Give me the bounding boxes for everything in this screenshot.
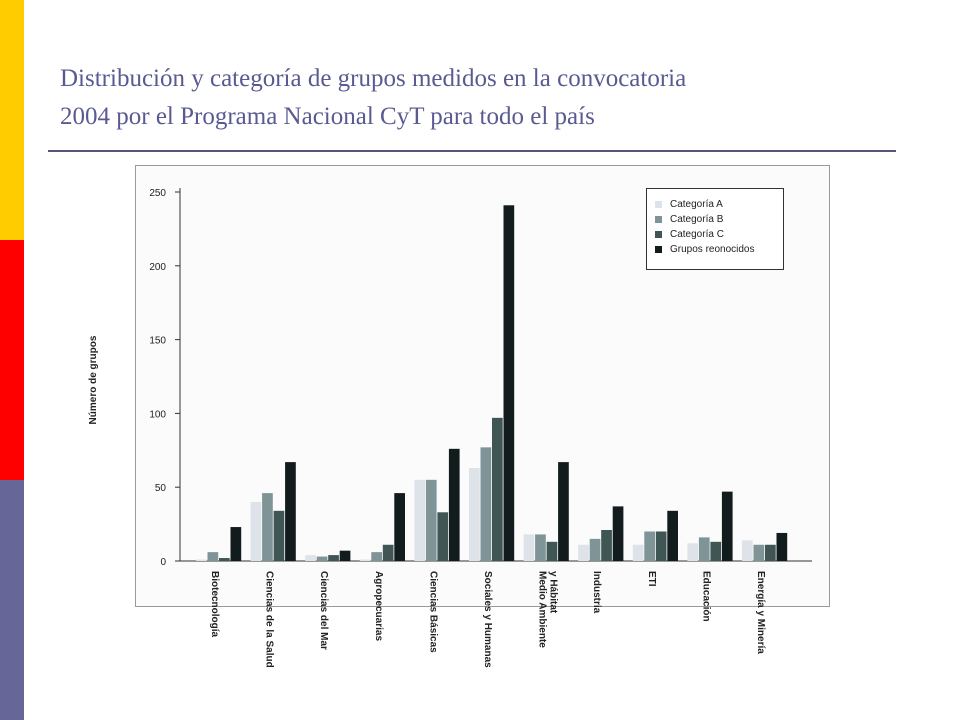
y-tick-label-100: 100 [149,409,166,420]
bar-8-series-2 [656,531,667,561]
y-tick-label-0: 0 [160,557,166,568]
bar-4-series-3 [449,449,460,561]
bar-7-series-1 [590,539,601,561]
x-tick-label-1: Ciencias de la Salud [264,571,275,668]
bar-1-series-1 [262,493,273,561]
bar-3-series-1 [371,552,382,561]
legend-item-grupos-reconocidos: Grupos reonocidos [655,243,755,255]
x-tick-label-8: ETI [646,571,657,587]
legend-swatch-categoria-b [655,216,662,223]
bar-4-series-2 [437,512,448,561]
x-tick-label-7: Industria [591,571,602,614]
x-tick-label-6-line-1: y Hábitat [548,571,559,614]
x-tick-label-10: Energía y Minería [755,571,766,654]
bar-10-series-0 [742,540,753,561]
bar-5-series-2 [492,418,503,561]
bar-6-series-2 [547,542,558,561]
bar-10-series-1 [754,545,765,561]
bar-5-series-3 [504,205,515,561]
x-tick-label-2: Ciencias del Mar [318,571,329,650]
bar-6-series-0 [524,534,535,561]
y-tick-label-250: 250 [149,188,166,199]
legend-swatch-categoria-a [655,201,662,208]
legend-label-categoria-a: Categoría A [670,199,723,210]
bar-5-series-1 [481,447,492,561]
chart-legend: Categoría A Categoría B Categoría C Grup… [646,188,784,270]
legend-item-categoria-b: Categoría B [655,213,723,225]
bar-4-series-0 [414,480,425,561]
bar-9-series-1 [699,537,710,561]
x-tick-label-9: Educación [700,571,711,622]
legend-label-categoria-b: Categoría B [670,214,723,225]
legend-item-categoria-a: Categoría A [655,198,723,210]
y-axis-label: Número de grupos [88,335,99,424]
legend-swatch-categoria-c [655,231,662,238]
bar-6-series-1 [535,534,546,561]
legend-label-grupos-reconocidos: Grupos reonocidos [670,244,755,255]
bar-1-series-2 [274,511,285,561]
y-tick-label-200: 200 [149,262,166,273]
bar-2-series-3 [340,551,351,561]
legend-swatch-grupos-reconocidos [655,246,662,253]
bar-0-series-2 [219,558,230,561]
bar-9-series-0 [687,543,698,561]
bar-9-series-3 [722,492,733,561]
y-tick-label-150: 150 [149,336,166,347]
bar-1-series-3 [285,462,296,561]
bar-8-series-1 [644,531,655,561]
bar-3-series-0 [360,560,371,561]
y-tick-label-50: 50 [155,483,167,494]
x-tick-label-5: Sociales y Humanas [482,571,493,668]
bar-0-series-3 [231,527,242,561]
legend-item-categoria-c: Categoría C [655,228,724,240]
bar-5-series-0 [469,468,480,561]
bar-6-series-3 [558,462,569,561]
x-tick-label-4: Ciencias Básicas [427,571,438,653]
bar-9-series-2 [710,542,721,561]
bar-0-series-0 [196,560,207,561]
bar-3-series-3 [394,493,405,561]
bar-7-series-3 [613,506,624,561]
bar-0-series-1 [208,552,219,561]
bar-3-series-2 [383,545,394,561]
bar-2-series-2 [328,555,339,561]
bar-8-series-0 [633,545,644,561]
bar-10-series-2 [765,545,776,561]
bar-10-series-3 [777,533,788,561]
bar-4-series-1 [426,480,437,561]
x-tick-label-6-line-0: Medio Ambiente [537,571,548,648]
bar-7-series-0 [578,545,589,561]
bar-2-series-1 [317,557,328,561]
bar-8-series-3 [667,511,678,561]
legend-label-categoria-c: Categoría C [670,229,724,240]
x-tick-label-3: Agropecuarias [373,571,384,641]
bar-2-series-0 [305,555,316,561]
bar-1-series-0 [251,502,262,561]
x-tick-label-0: Biotecnología [209,571,220,638]
bar-7-series-2 [601,530,612,561]
